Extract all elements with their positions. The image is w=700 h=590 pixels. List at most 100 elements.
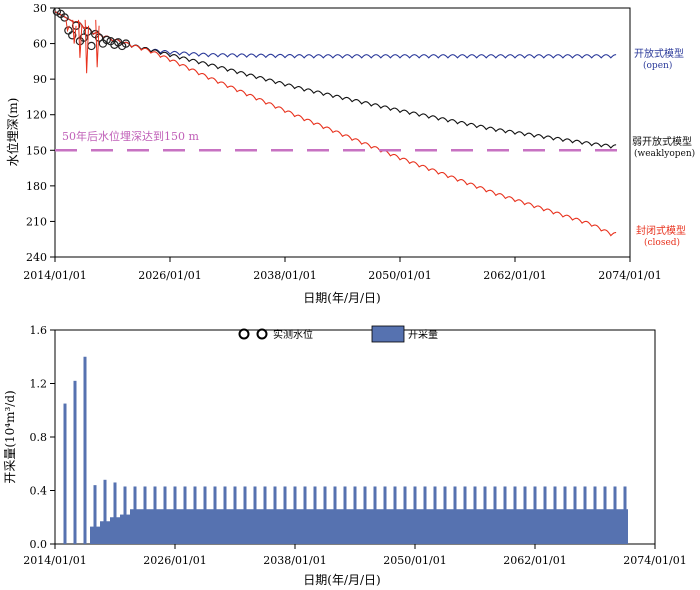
pumping-bar — [523, 486, 527, 544]
pumping-bar — [323, 486, 327, 544]
legend-observed-marker-2 — [256, 328, 268, 340]
pumping-bar — [313, 486, 317, 544]
observed-points — [52, 7, 131, 74]
observed-point — [83, 27, 92, 36]
bottom-x-tick-label: 2074/01/01 — [623, 554, 686, 567]
pumping-bar — [253, 486, 257, 544]
pumping-bar — [563, 486, 567, 544]
pumping-bar — [583, 486, 587, 544]
top-series — [54, 11, 617, 237]
bottom-y-tick-label: 0.0 — [30, 538, 48, 551]
top-y-tick-label: 60 — [33, 38, 47, 51]
top-y-tick-label: 240 — [26, 251, 47, 264]
top-y-tick-label: 150 — [26, 144, 47, 157]
bottom-x-tick-label: 2026/01/01 — [143, 554, 206, 567]
bottom-y-tick-label: 1.6 — [30, 324, 48, 337]
observed-point — [60, 13, 69, 22]
top-x-ticks: 2014/01/01 2026/01/01 2038/01/01 2050/01/01… — [23, 257, 662, 282]
observed-spike — [84, 19, 90, 74]
legend-open-name: 开放式模型 — [634, 47, 684, 60]
bottom-x-tick-label: 2014/01/01 — [23, 554, 86, 567]
pumping-bars — [63, 356, 628, 544]
pumping-bar — [403, 486, 407, 544]
pumping-rate-chart: 2014/01/01 2026/01/01 2038/01/01 2050/01/01… — [3, 324, 687, 587]
pumping-bar — [573, 486, 577, 544]
legend-closed-name: 封闭式模型 — [636, 224, 686, 237]
observed-point — [102, 35, 111, 45]
bottom-y-ticks: 0.0 0.4 0.8 1.2 1.6 — [30, 324, 55, 551]
pumping-bar — [623, 486, 627, 544]
pumping-bar — [613, 486, 617, 544]
pumping-bar — [123, 486, 127, 544]
top-x-axis-label: 日期(年/月/日) — [303, 291, 380, 305]
observed-point — [79, 33, 88, 42]
pumping-bar — [93, 485, 97, 544]
pumping-bar — [203, 486, 207, 544]
pumping-bar — [453, 486, 457, 544]
bottom-x-tick-label: 2050/01/01 — [383, 554, 446, 567]
observed-spike — [77, 19, 83, 58]
pumping-bar — [423, 486, 427, 544]
pumping-bar — [223, 486, 227, 544]
observed-point — [87, 41, 96, 51]
bottom-y-tick-label: 1.2 — [30, 378, 48, 391]
pumping-bar — [133, 486, 137, 544]
legend-pumping-label: 开采量 — [408, 329, 438, 341]
groundwater-depth-chart: 2014/01/01 2026/01/01 2038/01/01 2050/01/01… — [5, 2, 695, 305]
legend-closed-en: (closed) — [644, 237, 680, 248]
pumping-bar — [443, 486, 447, 544]
pumping-bar — [273, 486, 277, 544]
pumping-bar — [513, 486, 517, 544]
pumping-bar — [63, 403, 67, 544]
pumping-bar — [263, 486, 267, 544]
top-y-tick-label: 180 — [26, 180, 47, 193]
pumping-bar — [243, 486, 247, 544]
top-x-tick-label: 2026/01/01 — [138, 269, 201, 282]
top-y-ticks: 30 60 90 120 150 180 210 240 — [26, 2, 55, 264]
observed-point — [68, 31, 77, 40]
pumping-bar — [183, 486, 187, 544]
top-x-tick-label: 2038/01/01 — [253, 269, 316, 282]
series-line-weak — [54, 11, 617, 149]
pumping-bar — [593, 486, 597, 544]
top-y-tick-label: 210 — [26, 215, 47, 228]
pumping-bar — [83, 356, 87, 544]
legend-open-en: (open) — [643, 60, 672, 71]
pumping-bar — [543, 486, 547, 544]
top-x-tick-label: 2062/01/01 — [483, 269, 546, 282]
pumping-bar — [393, 486, 397, 544]
top-y-tick-label: 90 — [33, 73, 47, 86]
bottom-x-ticks: 2014/01/01 2026/01/01 2038/01/01 2050/01/01… — [23, 544, 687, 567]
observed-spike — [72, 19, 77, 44]
pumping-bar — [73, 380, 77, 544]
pumping-bar — [143, 486, 147, 544]
pumping-bar — [373, 486, 377, 544]
threshold-label: 50年后水位埋深达到150 m — [62, 129, 199, 143]
pumping-bar — [163, 486, 167, 544]
legend-observed-marker — [238, 328, 250, 340]
pumping-bar — [603, 486, 607, 544]
top-x-tick-label: 2050/01/01 — [368, 269, 431, 282]
series-line-closed — [54, 11, 617, 237]
pumping-bar — [153, 486, 157, 544]
pumping-bar — [553, 486, 557, 544]
bottom-x-tick-label: 2062/01/01 — [503, 554, 566, 567]
pumping-bar — [283, 486, 287, 544]
pumping-bar — [103, 479, 107, 544]
pumping-bar — [473, 486, 477, 544]
pumping-bar — [533, 486, 537, 544]
pumping-bar — [483, 486, 487, 544]
bottom-y-axis-label: 开采量(10⁴m³/d) — [3, 390, 17, 483]
observed-spike — [65, 19, 70, 33]
pumping-bar — [353, 486, 357, 544]
top-y-tick-label: 30 — [33, 2, 47, 15]
pumping-bar — [173, 486, 177, 544]
top-x-tick-label: 2074/01/01 — [598, 269, 661, 282]
legend-pumping-swatch — [371, 325, 405, 343]
pumping-bar — [433, 486, 437, 544]
top-plot-frame — [54, 7, 631, 258]
top-y-axis-label: 水位埋深(m) — [5, 98, 20, 167]
pumping-bar — [193, 486, 197, 544]
pumping-bar — [343, 486, 347, 544]
